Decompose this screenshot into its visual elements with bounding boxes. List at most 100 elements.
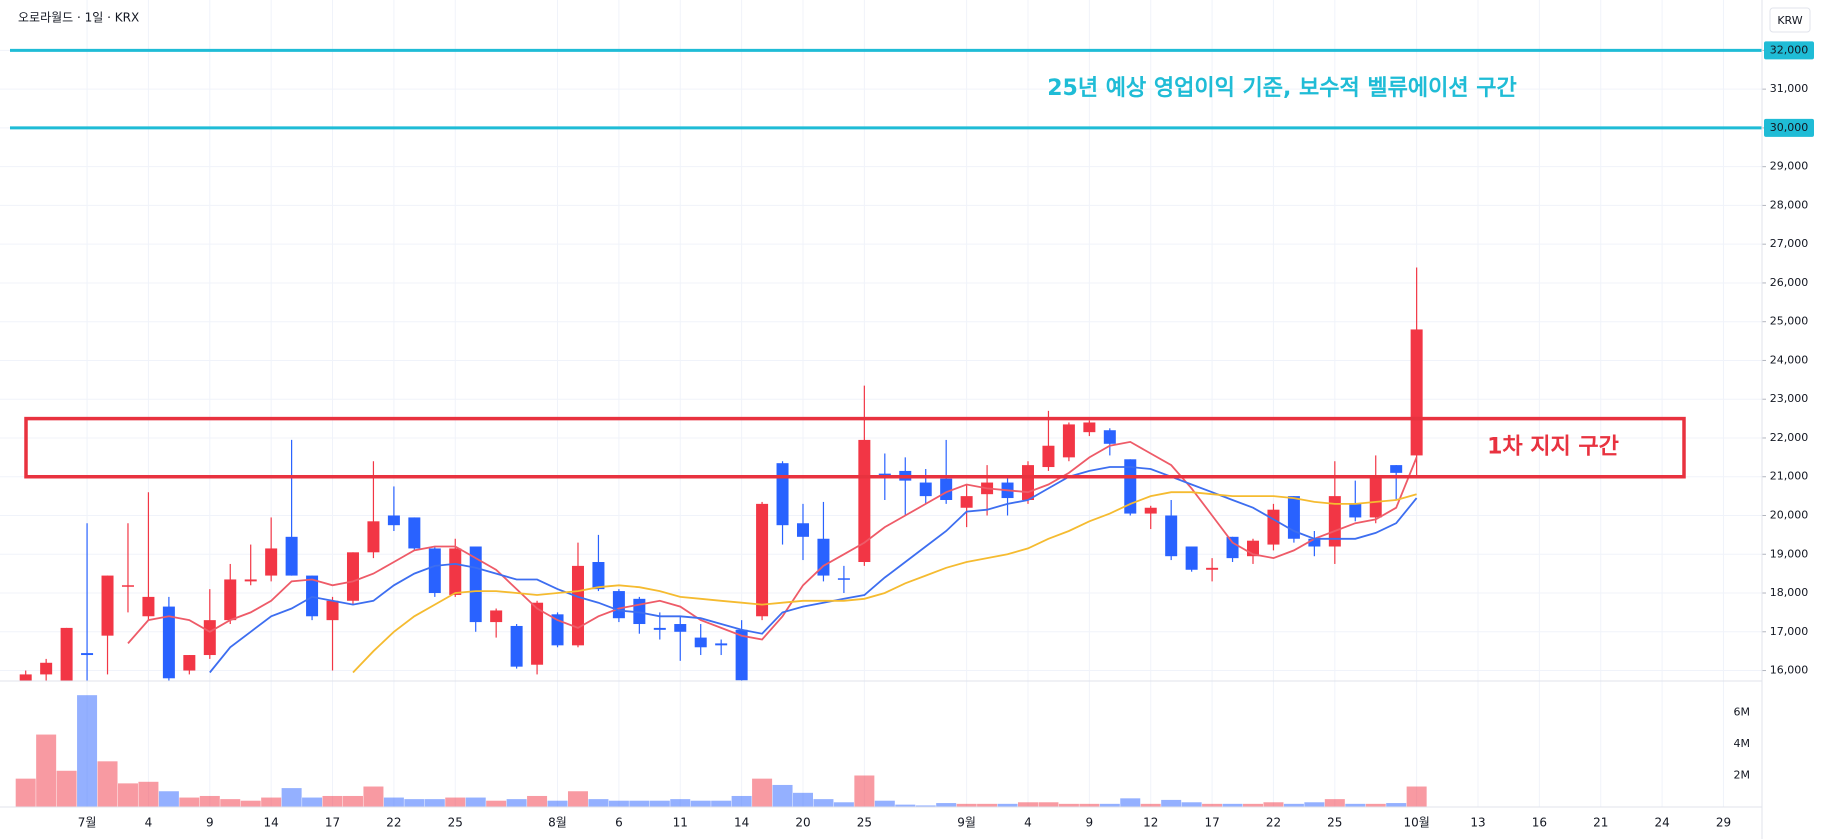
volume-bar	[281, 788, 302, 807]
volume-bar	[77, 695, 98, 807]
candle-body	[1308, 538, 1321, 547]
candle-body	[142, 596, 155, 617]
volume-bar	[1386, 803, 1407, 807]
volume-bar	[1406, 786, 1427, 807]
candle-body	[1287, 496, 1300, 539]
candle-body	[592, 562, 605, 590]
candle-body	[101, 575, 114, 636]
volume-bar	[240, 800, 261, 807]
x-tick-label: 25	[1327, 816, 1342, 830]
y-tick-label: 25,000	[1770, 315, 1809, 328]
moving-average-line	[352, 491, 1417, 674]
candle-body	[1410, 329, 1423, 456]
currency: KRW	[1777, 14, 1802, 27]
candle-body	[346, 552, 359, 601]
volume-bar	[772, 784, 793, 807]
chart-title: 오로라월드 · 1일 · KRX	[18, 11, 139, 25]
volume-bar	[547, 800, 568, 807]
x-tick-label: 22	[1266, 816, 1281, 830]
candle-body	[387, 515, 400, 526]
y-tick-label: 24,000	[1770, 353, 1809, 366]
candle-body	[510, 625, 523, 667]
volume-bar	[1222, 803, 1243, 807]
volume-bar	[506, 799, 527, 807]
candle-body	[203, 620, 216, 656]
volume-tick-label: 4M	[1734, 737, 1751, 750]
x-tick-label: 22	[386, 816, 401, 830]
volume-bar	[158, 791, 179, 807]
x-tick-label: 16	[1532, 816, 1547, 830]
x-tick-label: 20	[795, 816, 810, 830]
volume-bar	[1140, 803, 1161, 807]
y-tick-label: 32,000	[1770, 43, 1809, 56]
price-panel	[19, 267, 1423, 681]
volume-bar	[302, 797, 323, 807]
x-tick-label: 17	[325, 816, 340, 830]
candle-body	[612, 591, 625, 619]
candle-body	[265, 548, 278, 576]
candle-body	[1103, 430, 1116, 444]
candle-body	[1124, 459, 1137, 514]
volume-bar	[424, 799, 445, 807]
candle-body	[960, 496, 973, 508]
candle-body	[735, 629, 748, 681]
candle-body	[1083, 422, 1096, 433]
x-tick-label: 7월	[78, 816, 97, 830]
x-tick-label: 12	[1143, 816, 1158, 830]
volume-bar	[383, 797, 404, 807]
candle-body	[674, 624, 687, 632]
candle-body	[428, 548, 441, 594]
x-tick-label: 4	[1024, 816, 1032, 830]
candle-body	[367, 521, 380, 553]
annotation: 25년 예상 영업이익 기준, 보수적 벨류에이션 구간	[1047, 76, 1517, 101]
candle-body	[1042, 445, 1055, 468]
volume-bar	[220, 799, 241, 807]
volume-bar	[1017, 802, 1038, 807]
candle-body	[1185, 546, 1198, 570]
y-tick-label: 29,000	[1770, 160, 1809, 173]
volume-bar	[711, 800, 732, 807]
volume-bar	[445, 797, 466, 807]
volume-tick-label: 2M	[1734, 769, 1751, 782]
candle-body	[1328, 496, 1341, 547]
volume-bar	[1263, 802, 1284, 807]
volume-bar	[752, 778, 773, 807]
volume-bar	[670, 799, 691, 807]
candle-body	[1226, 536, 1239, 559]
candle-body	[1267, 509, 1280, 545]
volume-bar	[261, 797, 282, 807]
x-tick-label: 11	[673, 816, 688, 830]
volume-bar	[56, 770, 77, 807]
candle-body	[1349, 503, 1362, 518]
volume-bar	[977, 803, 998, 807]
y-tick-label: 28,000	[1770, 198, 1809, 211]
volume-bar	[997, 803, 1018, 807]
x-tick-label: 24	[1654, 816, 1669, 830]
volume-bar	[936, 803, 957, 807]
candle-body	[776, 463, 789, 526]
y-tick-label: 21,000	[1770, 470, 1809, 483]
volume-bar	[1181, 802, 1202, 807]
volume-bar	[690, 800, 711, 807]
volume-bar	[322, 795, 343, 807]
volume-bar	[486, 800, 507, 807]
candle-body	[1021, 465, 1034, 500]
volume-bar	[792, 792, 813, 807]
candle-body	[469, 546, 482, 623]
volume-bar	[1038, 802, 1059, 807]
y-tick-label: 18,000	[1770, 586, 1809, 599]
candle-body	[817, 538, 830, 576]
volume-bar	[1058, 803, 1079, 807]
candle-body	[878, 473, 891, 476]
candle-body	[449, 548, 462, 595]
candle-body	[19, 674, 32, 681]
y-tick-label: 26,000	[1770, 276, 1809, 289]
candle-body	[551, 614, 564, 646]
support-zone-label: 1차 지지 구간	[1487, 435, 1619, 460]
candle-body	[326, 600, 339, 621]
volume-bar	[342, 795, 363, 807]
candle-body	[40, 662, 53, 675]
volume-bar	[895, 804, 916, 807]
candle-body	[571, 565, 584, 646]
